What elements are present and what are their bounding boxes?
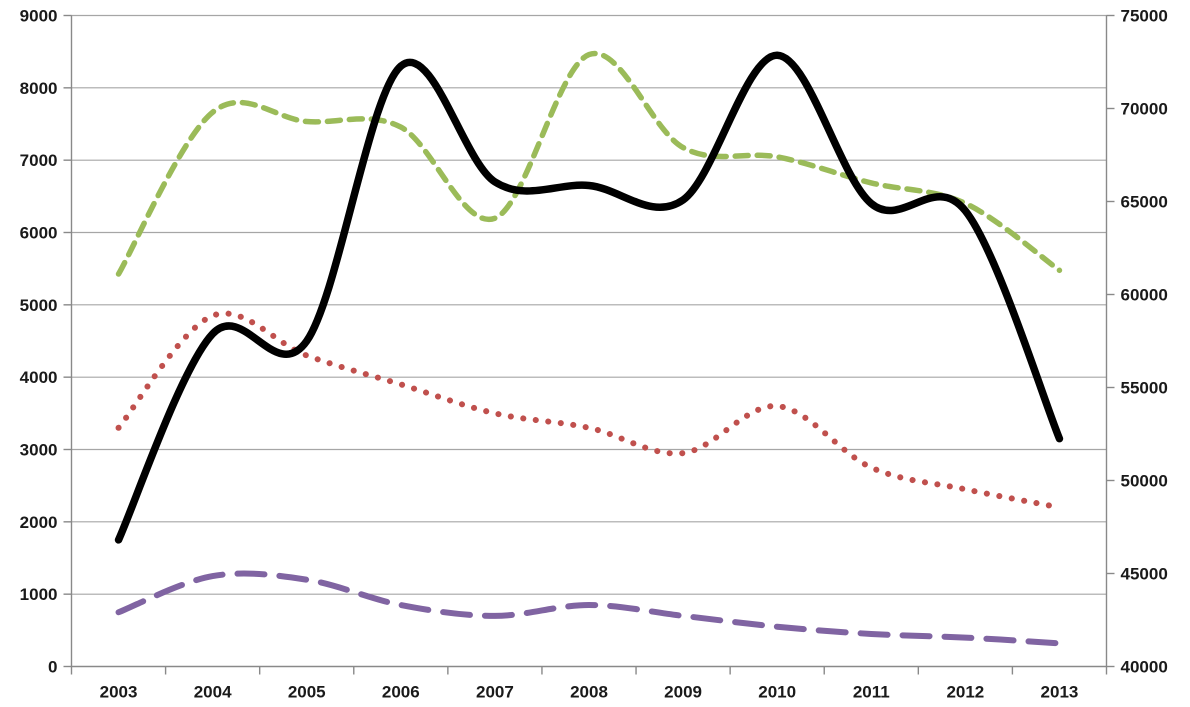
- right-axis-tick-label: 75000: [1121, 7, 1168, 26]
- right-axis-tick-label: 65000: [1121, 193, 1168, 212]
- left-axis: 0 1000 2000 3000 4000 5000 6000 7000 8000 9000: [20, 7, 72, 677]
- axes: [70, 15, 1108, 668]
- left-axis-tick-label: 9000: [20, 7, 58, 26]
- right-axis-tick-label: 70000: [1121, 100, 1168, 119]
- x-axis-tick-label: 2005: [288, 683, 326, 702]
- left-axis-tick-label: 4000: [20, 368, 58, 387]
- left-axis-tick-label: 2000: [20, 513, 58, 532]
- gridlines: [71, 14, 1107, 595]
- left-axis-tick-label: 3000: [20, 441, 58, 460]
- x-axis-tick-label: 2008: [570, 683, 608, 702]
- left-axis-tick-label: 7000: [20, 151, 58, 170]
- left-axis-tick-label: 6000: [20, 224, 58, 243]
- x-axis-tick-label: 2011: [853, 683, 890, 702]
- x-axis: 2003 2004 2005 2006 2007 2008 2009 2010 2011 2012…: [70, 666, 1108, 702]
- x-axis-tick-label: 2007: [476, 683, 514, 702]
- left-axis-tick-label: 1000: [20, 585, 58, 604]
- x-axis-tick-label: 2013: [1041, 683, 1079, 702]
- right-axis-tick-label: 50000: [1121, 472, 1168, 491]
- right-axis-tick-label: 45000: [1121, 565, 1168, 584]
- right-axis: 40000 45000 50000 55000 60000 65000 70000 75000: [1106, 7, 1168, 677]
- right-axis-tick-label: 55000: [1121, 379, 1168, 398]
- left-axis-tick-label: 5000: [20, 296, 58, 315]
- left-axis-tick-label: 0: [48, 658, 57, 677]
- x-axis-tick-label: 2004: [194, 683, 232, 702]
- x-axis-tick-label: 2009: [664, 683, 702, 702]
- series-lines: [114, 50, 1064, 647]
- right-axis-tick-label: 40000: [1121, 658, 1168, 677]
- left-axis-tick-label: 8000: [20, 79, 58, 98]
- x-axis-tick-label: 2003: [100, 683, 138, 702]
- black-solid-series: [114, 51, 1064, 544]
- x-axis-tick-label: 2012: [946, 683, 984, 702]
- x-axis-tick-label: 2010: [758, 683, 796, 702]
- green-dashed-series: [115, 50, 1063, 277]
- red-dotted-series: [115, 310, 1063, 511]
- x-axis-tick-label: 2006: [382, 683, 420, 702]
- purple-long-dash-series: [115, 570, 1063, 647]
- right-axis-tick-label: 60000: [1121, 286, 1168, 305]
